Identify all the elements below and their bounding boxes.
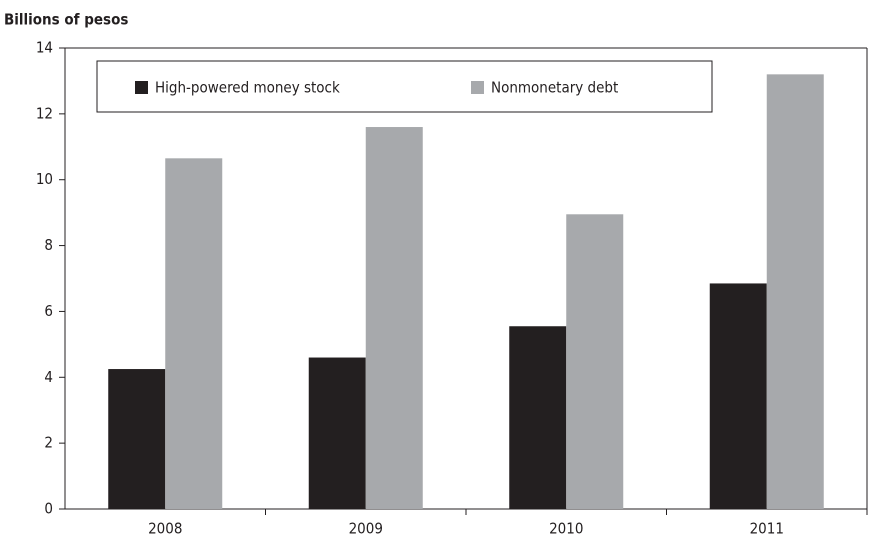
bar (165, 158, 223, 509)
x-tick-label: 2009 (349, 520, 383, 538)
x-tick-label: 2008 (148, 520, 182, 538)
y-tick-label: 0 (44, 500, 53, 518)
y-tick-label: 8 (44, 236, 53, 254)
y-tick-label: 6 (44, 302, 53, 320)
bar (509, 326, 567, 509)
x-tick-label: 2010 (549, 520, 583, 538)
legend-label: Nonmonetary debt (491, 79, 618, 97)
legend-label: High-powered money stock (155, 79, 340, 97)
y-tick-label: 4 (44, 368, 53, 386)
y-tick-label: 10 (36, 170, 53, 188)
bar (709, 283, 767, 509)
bar (365, 127, 423, 510)
x-tick-label: 2011 (750, 520, 784, 538)
legend-swatch (135, 81, 148, 94)
bar (766, 74, 824, 509)
legend-box (96, 60, 713, 113)
bar (566, 214, 624, 509)
bar (308, 357, 366, 509)
y-tick-label: 12 (36, 104, 53, 122)
y-tick-label: 2 (44, 434, 53, 452)
axis-title: Billions of pesos (4, 11, 128, 29)
bar (108, 369, 166, 509)
legend-swatch (471, 81, 484, 94)
y-tick-label: 14 (36, 39, 53, 57)
